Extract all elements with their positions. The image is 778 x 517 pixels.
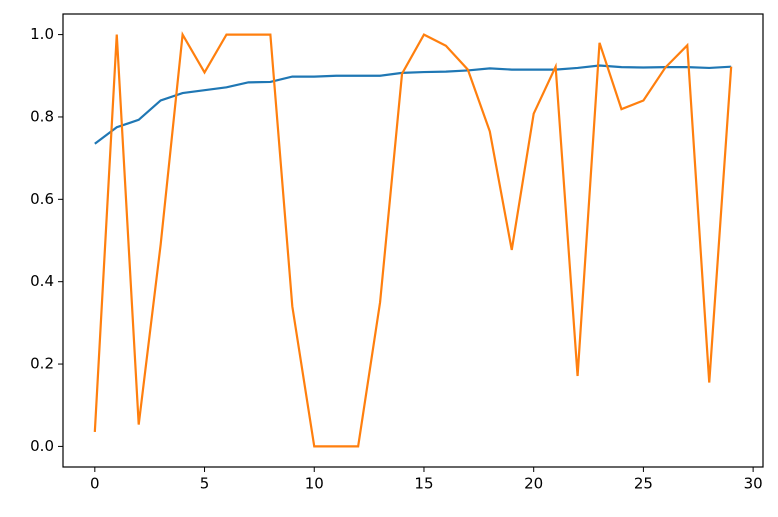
x-tick-label: 20 — [524, 475, 543, 493]
y-tick-label: 0.2 — [30, 355, 54, 373]
x-tick-label: 15 — [414, 475, 433, 493]
y-tick-label: 0.6 — [30, 190, 54, 208]
y-tick-label: 1.0 — [30, 25, 54, 43]
x-tick-label: 5 — [200, 475, 210, 493]
y-tick-label: 0.8 — [30, 107, 54, 125]
series-line — [94, 64, 732, 145]
y-tick-label: 0.0 — [30, 437, 54, 455]
y-tick-label: 0.4 — [30, 272, 54, 290]
x-tick-label: 0 — [90, 475, 100, 493]
series-line — [93, 31, 733, 448]
plot-frame — [62, 13, 764, 468]
x-tick-label: 10 — [305, 475, 324, 493]
x-tick-label: 30 — [744, 475, 763, 493]
x-tick-label: 25 — [634, 475, 653, 493]
